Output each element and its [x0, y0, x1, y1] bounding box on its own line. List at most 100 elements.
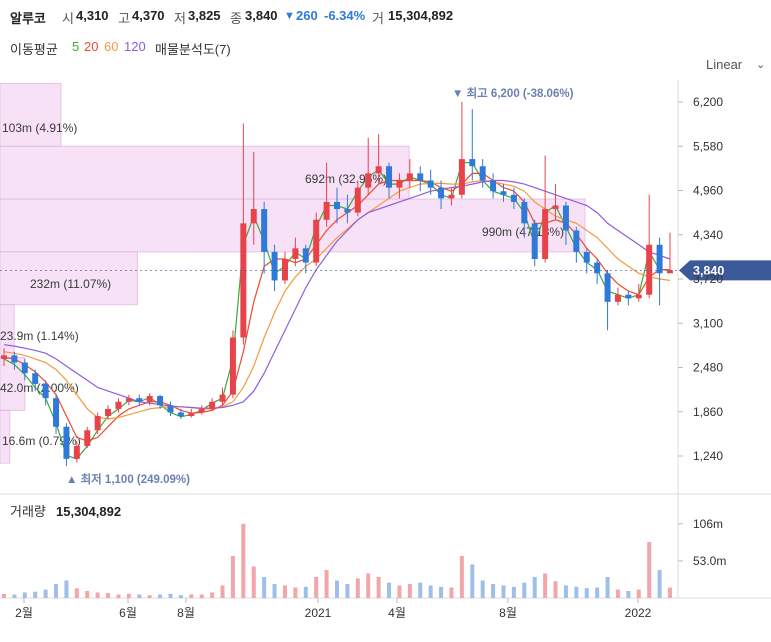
volume-bar	[314, 577, 319, 598]
volume-profile-label: 692m (32.96%)	[305, 172, 387, 186]
volume-bar	[657, 570, 662, 598]
volume-profile-label: 42.0m (2.00%)	[0, 381, 79, 395]
y-tick-label: 3,720	[693, 272, 723, 286]
candle-body	[21, 362, 28, 374]
volume-profile-bar	[0, 251, 138, 306]
volume-bar	[95, 592, 100, 598]
candle-body	[250, 209, 257, 224]
high-annotation: ▼ 최고 6,200 (-38.06%)	[452, 86, 574, 100]
volume-bar	[137, 594, 142, 598]
volume-bar	[116, 594, 121, 598]
x-tick-label: 4월	[388, 606, 406, 620]
volume-bar	[12, 594, 17, 598]
candle-body	[271, 251, 278, 281]
candle-body	[323, 201, 330, 220]
candle-body	[219, 394, 226, 402]
volume-bar	[126, 593, 131, 598]
change-percent: -6.34%	[324, 8, 366, 23]
volume-bar	[636, 589, 641, 598]
volume-profile-label: 990m (47.13%)	[482, 225, 564, 239]
volume-profile-label: 103m (4.91%)	[2, 121, 77, 135]
volume-bar	[85, 591, 90, 598]
volume-bar	[480, 580, 485, 598]
volume-bar	[220, 585, 225, 598]
candle-body	[427, 180, 434, 188]
volume-bar	[532, 577, 537, 598]
candle-body	[667, 270, 673, 274]
candle-body	[115, 401, 122, 409]
change-down-icon: ▼	[284, 10, 295, 22]
volume-tick-label: 106m	[693, 517, 723, 531]
volume-bar	[439, 586, 444, 598]
y-tick-label: 6,200	[693, 95, 723, 109]
scale-selector[interactable]: Linear	[706, 57, 743, 72]
volume-profile-bar	[0, 409, 11, 464]
volume-bar	[2, 593, 6, 598]
volume-bar	[251, 566, 256, 598]
quote-header: 알루코 시 4,310 고 4,370 저 3,825 종 3,840 ▼ 26…	[0, 0, 771, 32]
volume-bar	[470, 564, 475, 598]
candle-body	[552, 205, 559, 210]
chevron-down-icon[interactable]: ⌄	[756, 59, 766, 71]
volume-bar	[282, 585, 287, 598]
y-tick-label: 4,960	[693, 184, 723, 198]
volume-bar	[615, 589, 620, 598]
candle-body	[479, 166, 486, 181]
candle-body	[281, 259, 288, 281]
candle-body	[94, 416, 101, 431]
volume-bar	[543, 573, 548, 598]
x-tick-label: 2021	[305, 606, 332, 620]
candle-body	[53, 398, 60, 427]
moving-average-label[interactable]: 이동평균	[10, 42, 58, 57]
volume-bar	[230, 556, 235, 598]
volume-bar	[501, 585, 506, 598]
volume-bar	[74, 588, 79, 598]
volume-bar	[647, 542, 652, 598]
volume-panel-label: 거래량	[10, 504, 46, 519]
candle-body	[292, 248, 299, 260]
low-label: 저	[174, 11, 186, 26]
candle-body	[365, 173, 372, 188]
volume-bar	[366, 573, 371, 598]
volume-bar	[584, 588, 589, 598]
ma20-label[interactable]: 20	[84, 39, 99, 54]
candle-body	[188, 412, 195, 417]
candle-body	[157, 396, 164, 406]
volume-bar	[553, 581, 558, 598]
candle-body	[146, 396, 153, 402]
open-value: 4,310	[76, 8, 109, 23]
candle-body	[11, 355, 18, 363]
candle-body	[594, 262, 601, 274]
candle-body	[614, 294, 621, 302]
volume-bar	[168, 593, 173, 598]
volume-bar	[574, 586, 579, 598]
volume-bar	[491, 584, 496, 598]
ma5-label[interactable]: 5	[72, 39, 80, 54]
volume-bar	[147, 595, 152, 598]
candle-body	[448, 194, 455, 199]
x-tick-label: 2월	[15, 606, 33, 620]
volume-bar	[355, 578, 360, 598]
volume-bar	[33, 591, 38, 598]
candle-body	[125, 398, 132, 402]
volume-bar	[407, 584, 412, 598]
volume-bar	[522, 582, 527, 598]
volume-tick-label: 53.0m	[693, 554, 726, 568]
y-tick-label: 3,100	[693, 316, 723, 330]
volume-bar	[324, 570, 329, 598]
volume-bar	[563, 585, 568, 598]
x-tick-label: 2022	[625, 606, 652, 620]
candle-body	[32, 373, 39, 384]
volume-bar	[428, 585, 433, 598]
volume-profile-label: 232m (11.07%)	[30, 277, 111, 291]
volume-bar	[199, 594, 204, 598]
volume-bar	[668, 587, 672, 598]
y-tick-label: 2,480	[693, 361, 723, 375]
candle-body	[42, 383, 49, 399]
current-price-tag	[679, 260, 771, 281]
candle-body	[438, 187, 445, 199]
ma60-label[interactable]: 60	[104, 39, 119, 54]
volume-profile-label[interactable]: 매물분석도(7)	[155, 42, 231, 57]
ma120-label[interactable]: 120	[124, 39, 146, 54]
